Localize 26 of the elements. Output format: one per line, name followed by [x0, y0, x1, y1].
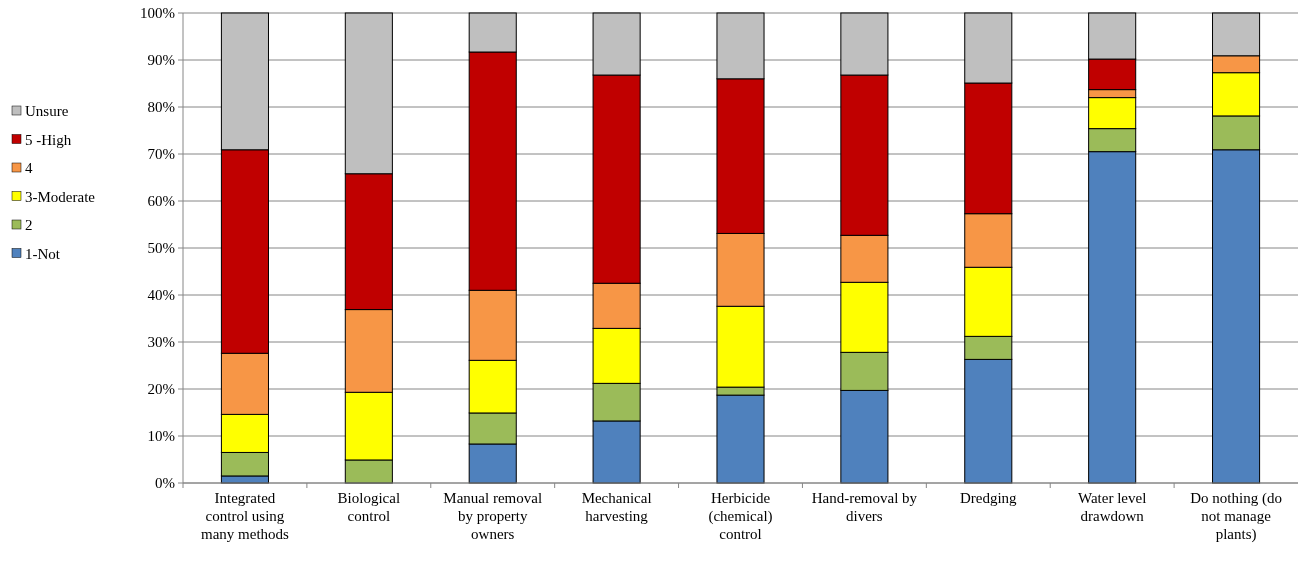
- x-tick-label: Hand-removal by divers: [811, 490, 918, 524]
- legend-label: 2: [25, 217, 33, 234]
- x-tick-label: Integrated control using many methods: [200, 490, 290, 542]
- x-tick-label: Dredging: [959, 490, 1018, 506]
- legend-label: 1-Not: [25, 245, 61, 262]
- y-tick-label: 40%: [147, 287, 175, 304]
- x-tick-label: Water level drawdown: [1077, 490, 1147, 524]
- y-tick-label: 80%: [147, 99, 175, 116]
- y-tick-label: 20%: [147, 381, 175, 398]
- y-tick-label: 50%: [147, 240, 175, 257]
- y-tick-label: 90%: [147, 52, 175, 69]
- y-tick-label: 10%: [147, 428, 175, 445]
- x-tick-label: Manual removal by property owners: [443, 490, 543, 542]
- x-tick-label: Herbicide (chemical) control: [708, 490, 773, 542]
- y-tick-label: 0%: [155, 475, 175, 492]
- x-tick-label: Mechanical harvesting: [581, 490, 652, 524]
- y-tick-label: 100%: [140, 5, 175, 22]
- x-tick-label: Do nothing (do not manage plants): [1190, 490, 1282, 543]
- legend-label: 3-Moderate: [25, 188, 96, 205]
- legend-label: 5 -High: [25, 131, 72, 148]
- legend-label: 4: [25, 160, 33, 177]
- y-tick-label: 30%: [147, 334, 175, 351]
- y-tick-label: 60%: [147, 193, 175, 210]
- x-tick-label: Biological control: [337, 490, 401, 524]
- y-tick-label: 70%: [147, 146, 175, 163]
- legend-label: Unsure: [25, 103, 69, 120]
